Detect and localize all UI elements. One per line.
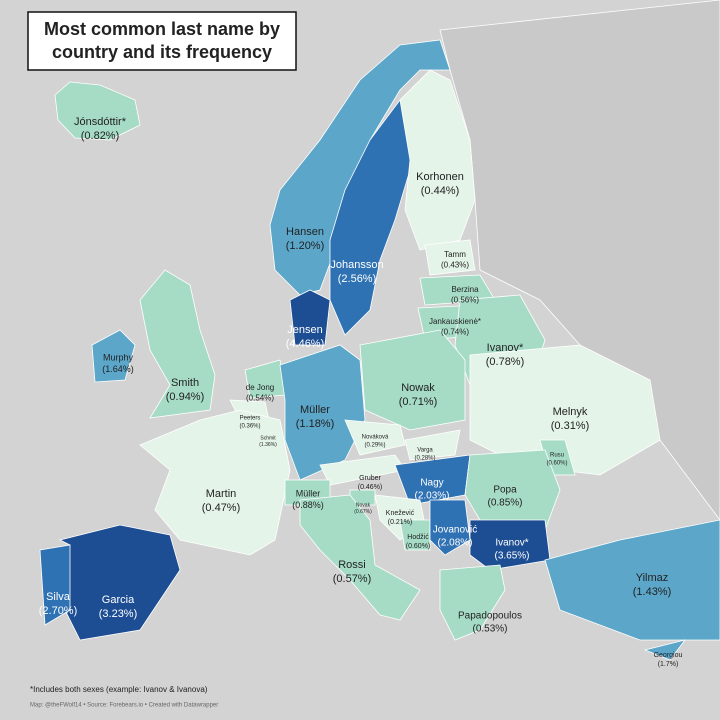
country [329,99,416,336]
frequency: (4.46%) [286,338,325,350]
frequency: (0.85%) [487,498,522,509]
surname: Berzina [451,285,479,294]
frequency: (0.94%) [166,391,205,403]
frequency: (0.67%) [354,509,372,515]
frequency: (0.82%) [81,130,120,142]
surname: Smith [171,377,199,389]
country [469,519,551,571]
frequency: (0.54%) [246,394,274,403]
frequency: (0.31%) [551,420,590,432]
surname: Jovanović [433,525,477,536]
surname: Jensen [287,324,322,336]
surname: Gruber [359,475,381,482]
country [544,519,720,641]
credit: Map: @theFWolf14 • Source: Forebears.io … [30,703,218,709]
surname: Georgiou [654,652,683,659]
surname: Yilmaz [636,572,669,584]
country [299,494,421,621]
surname: Hodžić [407,534,429,541]
frequency: (2.03%) [414,491,449,502]
frequency: (0.57%) [333,573,372,585]
country [359,329,466,431]
country [469,344,661,476]
surname: Varga [417,448,433,454]
surname: Tamm [444,250,466,259]
surname: Müller [296,488,321,498]
frequency: (0.44%) [421,185,460,197]
surname: Ivanov* [495,538,528,549]
frequency: (2.70%) [39,605,78,617]
frequency: (0.78%) [486,356,525,368]
country [424,239,476,276]
country [139,269,216,419]
surname: Peeters [240,416,261,422]
country [39,544,71,626]
frequency: (0.43%) [441,261,469,270]
surname: Garcia [102,594,135,606]
country [279,344,366,481]
title: country and its frequency [52,42,272,62]
frequency: (0.60%) [406,543,431,550]
frequency: (1.18%) [296,418,335,430]
frequency: (2.08%) [437,538,472,549]
surname: Nowak [401,382,435,394]
country [643,639,686,661]
country [399,69,476,251]
footnote: *Includes both sexes (example: Ivanov & … [30,685,208,694]
surname: Korhonen [416,171,464,183]
frequency: (0.74%) [441,328,469,337]
surname: Novak [356,502,371,508]
frequency: (3.65%) [494,551,529,562]
surname: Johansson [330,259,383,271]
country [439,564,506,641]
surname: Jankauskienė* [429,317,481,326]
frequency: (1.36%) [259,442,277,448]
country [344,419,406,456]
frequency: (0.47%) [202,502,241,514]
surname: Popa [493,485,517,496]
frequency: (2.56%) [338,273,377,285]
title: Most common last name by [44,19,280,39]
country [91,329,136,383]
title-box [27,11,297,71]
surname: Nováková [362,435,389,441]
surname: Jónsdóttir* [74,116,127,128]
country [289,289,331,346]
country [54,81,141,141]
country [404,429,461,461]
frequency: (0.21%) [388,519,413,526]
frequency: (3.23%) [99,608,138,620]
frequency: (0.71%) [399,396,438,408]
surname: Melnyk [553,406,588,418]
surname: Schmit [260,435,276,441]
surname: Nagy [420,478,443,489]
surname: Murphy [103,352,134,362]
surname: Silva [46,591,71,603]
frequency: (0.60%) [546,460,567,466]
surname: Martin [206,488,237,500]
frequency: (0.56%) [451,296,479,305]
country [399,519,431,551]
surname: Hansen [286,226,324,238]
frequency: (0.46%) [358,484,383,491]
surname: Papadopoulos [458,611,522,622]
surname: Müller [300,404,330,416]
frequency: (0.88%) [292,500,324,510]
surname: Rossi [338,559,366,571]
frequency: (0.36%) [239,423,260,429]
surname: Rusu [550,453,564,459]
frequency: (1.64%) [102,364,134,374]
frequency: (1.43%) [633,586,672,598]
frequency: (0.28%) [414,455,435,461]
frequency: (0.53%) [472,624,507,635]
country [429,499,471,556]
frequency: (0.29%) [364,442,385,448]
frequency: (1.7%) [658,661,679,668]
surname: Knežević [386,510,415,517]
surname: de Jong [246,383,274,392]
frequency: (1.20%) [286,240,325,252]
country [139,409,291,556]
surname: Ivanov* [487,342,524,354]
